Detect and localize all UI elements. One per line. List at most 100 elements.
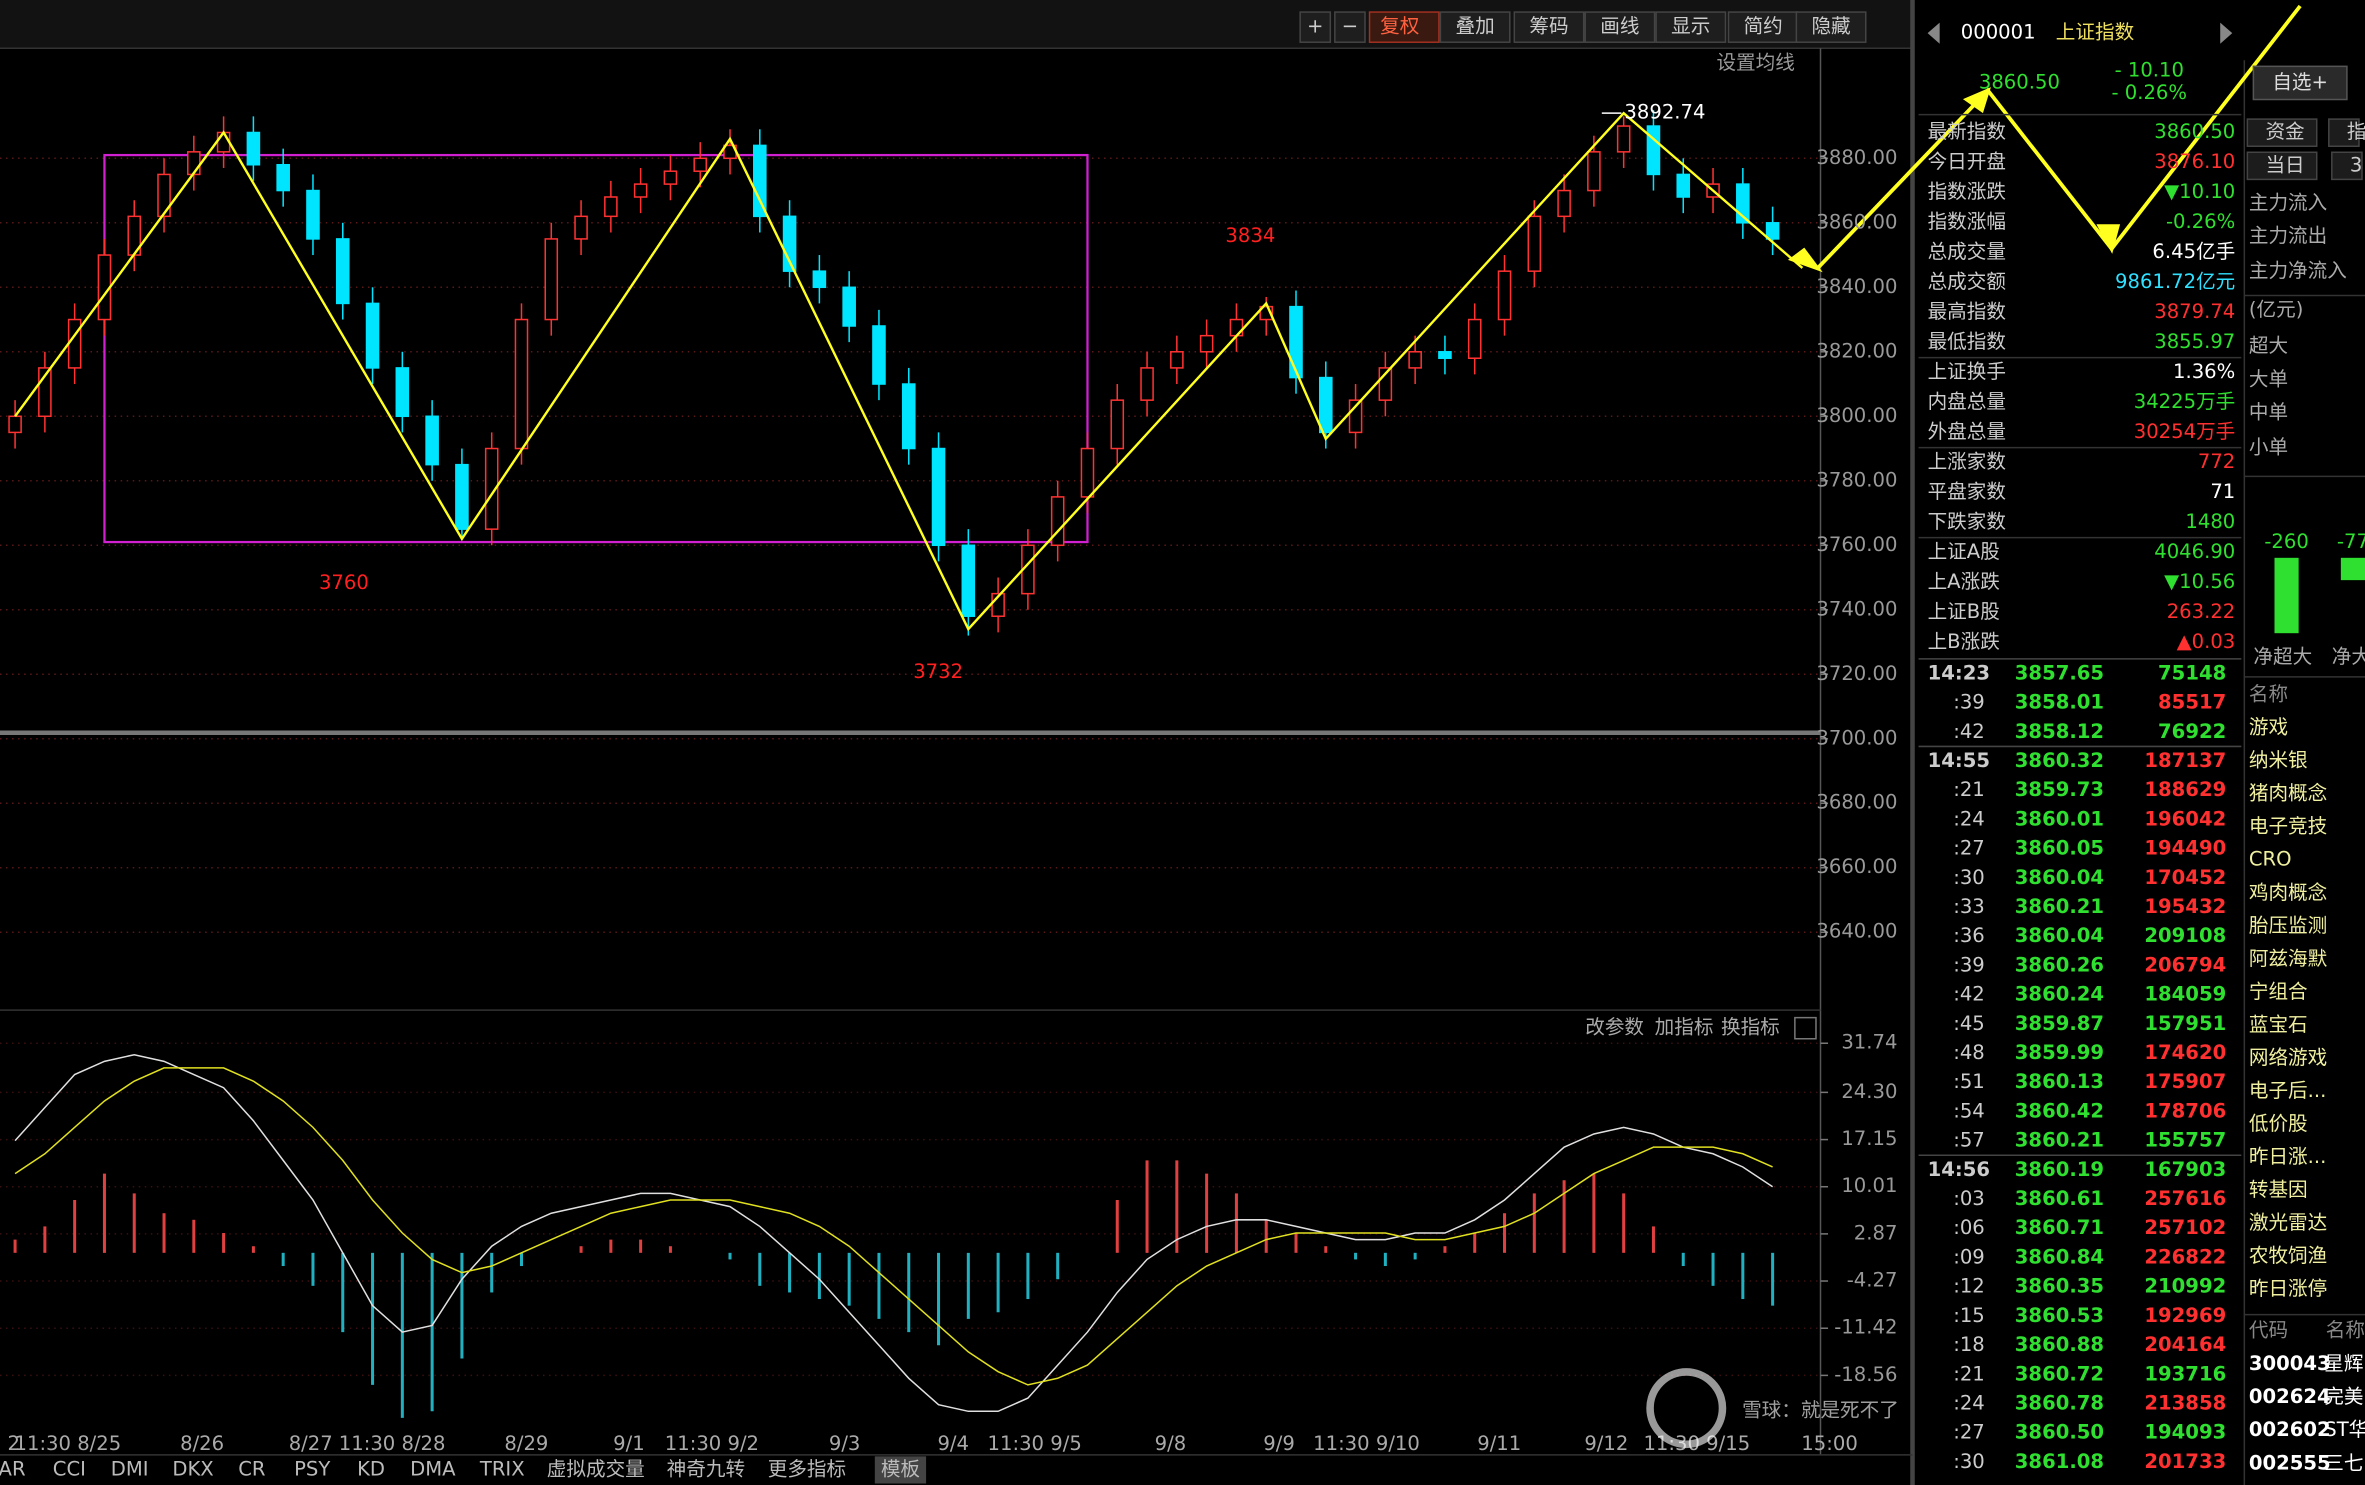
quote-value: ▲0.03 <box>2177 630 2236 653</box>
sector-name[interactable]: 昨日涨停 <box>2249 1277 2327 1300</box>
tick-time: :06 <box>1953 1216 1985 1239</box>
quote-value: 3855.97 <box>2154 330 2235 353</box>
code-header: 名称 <box>2326 1319 2365 1342</box>
side-tab[interactable]: 3 <box>2350 153 2362 176</box>
indicator-tab[interactable]: DKX <box>172 1457 213 1480</box>
side-tab[interactable]: 资金 <box>2265 120 2305 143</box>
side-tab-bg[interactable] <box>2246 151 2318 181</box>
x-tick-label: 11:30 9/2 <box>665 1432 759 1455</box>
tick-time: :12 <box>1953 1275 1985 1298</box>
side-tab-bg[interactable] <box>2328 118 2360 147</box>
watermark-logo <box>1646 1368 1727 1449</box>
stock-code: 002602 <box>2249 1418 2331 1441</box>
side-tab[interactable]: 指 <box>2347 120 2365 143</box>
indicator-tab[interactable]: PSY <box>294 1457 330 1480</box>
sector-name[interactable]: 阿兹海默 <box>2249 947 2328 970</box>
sector-name[interactable]: 转基因 <box>2249 1178 2308 1201</box>
indicator-tab[interactable]: CR <box>238 1457 266 1480</box>
tick-time: :27 <box>1953 837 1985 860</box>
tick-price: 3859.99 <box>2015 1041 2104 1064</box>
indicator-tab[interactable]: 神奇九转 <box>667 1457 745 1480</box>
tick-price: 3860.21 <box>2015 895 2104 918</box>
indicator-tab[interactable]: CCI <box>53 1457 86 1480</box>
y-tick-label: 31.74 <box>1841 1031 1897 1054</box>
indicator-tab[interactable]: DMI <box>111 1457 149 1480</box>
indicator-tool[interactable]: 换指标 <box>1721 1016 1780 1039</box>
toolbar-button[interactable]: 简约 <box>1744 15 1783 38</box>
sector-name[interactable]: 电子竞技 <box>2249 815 2327 838</box>
button-bg <box>1299 11 1332 43</box>
candle-body <box>306 189 320 240</box>
sector-name[interactable]: 激光雷达 <box>2249 1211 2327 1234</box>
indicator-tab[interactable]: DMA <box>410 1457 456 1480</box>
quote-label: 上证B股 <box>1928 600 2000 623</box>
next-arrow[interactable] <box>2220 22 2233 44</box>
sector-name[interactable]: 纳米银 <box>2249 749 2308 772</box>
candle-body <box>157 173 171 218</box>
sector-name[interactable]: 胎压监测 <box>2249 914 2327 937</box>
indicator-tool[interactable]: 改参数 <box>1585 1016 1644 1039</box>
toolbar-button[interactable]: + <box>1307 15 1323 38</box>
tick-volume: 257102 <box>2144 1216 2226 1239</box>
quote-value: 30254万手 <box>2134 420 2236 443</box>
close-button[interactable] <box>1794 1016 1817 1040</box>
sector-header: 名称 <box>2249 683 2288 706</box>
sector-name[interactable]: 蓝宝石 <box>2249 1013 2308 1036</box>
watch-button-bg[interactable] <box>2252 65 2348 101</box>
x-tick-label: 11:30 8/28 <box>339 1432 446 1455</box>
indicator-tool[interactable]: 加指标 <box>1655 1016 1714 1039</box>
price-annotation: 3892.74 <box>1624 101 1705 124</box>
toolbar-button[interactable]: 叠加 <box>1456 15 1495 38</box>
sector-name[interactable]: 猪肉概念 <box>2249 782 2327 805</box>
toolbar-button[interactable]: 筹码 <box>1529 15 1568 38</box>
side-tab[interactable]: 当日 <box>2265 153 2304 176</box>
quote-label: 指数涨跌 <box>1928 180 2006 203</box>
indicator-tab[interactable]: TRIX <box>479 1457 525 1480</box>
ma-setting[interactable]: 设置均线 <box>1716 51 1794 74</box>
quote-label: 指数涨幅 <box>1928 210 2006 233</box>
quote-label: 外盘总量 <box>1928 420 2006 443</box>
tick-volume: 257616 <box>2144 1187 2226 1210</box>
toolbar-button[interactable]: − <box>1342 15 1358 38</box>
toolbar-button[interactable]: 画线 <box>1600 15 1639 38</box>
indicator-tab[interactable]: 更多指标 <box>768 1457 846 1480</box>
candle-body <box>1319 376 1333 434</box>
y-tick-label: 2.87 <box>1854 1221 1898 1244</box>
sector-name[interactable]: 农牧饲渔 <box>2249 1244 2327 1267</box>
tick-price: 3860.04 <box>2015 866 2104 889</box>
sector-name[interactable]: 昨日涨... <box>2249 1145 2326 1168</box>
indicator-tab[interactable]: KD <box>357 1457 385 1480</box>
toolbar-button[interactable]: 隐藏 <box>1811 15 1850 38</box>
tick-price: 3860.19 <box>2015 1158 2104 1181</box>
tick-volume: 170452 <box>2144 866 2226 889</box>
sector-name[interactable]: 电子后... <box>2249 1079 2326 1102</box>
quote-value: 71 <box>2210 480 2235 503</box>
candle-body <box>693 157 708 172</box>
sector-name[interactable]: 网络游戏 <box>2249 1046 2327 1069</box>
side-tab-bg[interactable] <box>2331 151 2363 181</box>
tick-price: 3858.01 <box>2015 691 2104 714</box>
indicator-tab[interactable]: 模板 <box>881 1457 920 1480</box>
y-tick-label: -18.56 <box>1834 1363 1897 1386</box>
y-tick-label: -11.42 <box>1834 1316 1897 1339</box>
candle-body <box>1676 173 1691 198</box>
dif-line <box>14 1053 1774 1413</box>
toolbar-button[interactable]: 复权 <box>1380 15 1419 38</box>
prev-arrow[interactable] <box>1927 22 1940 44</box>
indicator-tab[interactable]: 虚拟成交量 <box>547 1457 645 1480</box>
tick-volume: 167903 <box>2144 1158 2226 1181</box>
indicator-tab[interactable]: AR <box>0 1457 26 1480</box>
sector-name[interactable]: 鸡肉概念 <box>2249 881 2327 904</box>
quote-label: 最低指数 <box>1928 330 2007 353</box>
sector-name[interactable]: 游戏 <box>2249 716 2288 739</box>
candle-body <box>1557 189 1571 218</box>
tick-time: :21 <box>1953 1362 1985 1385</box>
sector-name[interactable]: CRO <box>2249 848 2292 871</box>
sector-name[interactable]: 宁组合 <box>2249 980 2308 1003</box>
watch-button[interactable]: 自选+ <box>2272 70 2328 93</box>
button-bg <box>1368 11 1440 43</box>
sector-name[interactable]: 低价股 <box>2249 1112 2308 1135</box>
toolbar-button[interactable]: 显示 <box>1671 15 1710 38</box>
side-tab-bg[interactable] <box>2246 118 2318 147</box>
quote-value: 1480 <box>2185 510 2235 533</box>
